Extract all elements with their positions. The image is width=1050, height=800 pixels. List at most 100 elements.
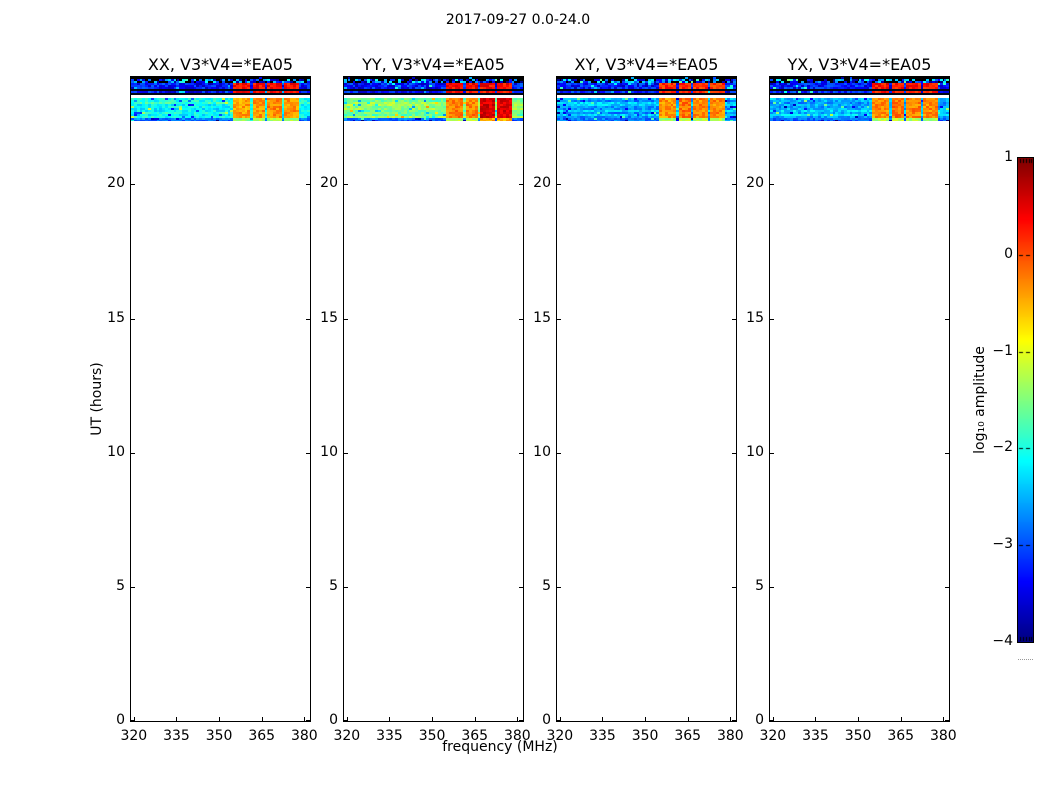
x-tick-top — [134, 77, 135, 81]
y-tick-right — [519, 587, 523, 588]
x-tick-bottom — [858, 717, 859, 721]
x-tick-top — [347, 77, 348, 81]
y-tick-left — [344, 587, 348, 588]
y-tick-left — [344, 453, 348, 454]
x-tick-label: 380 — [503, 728, 531, 744]
x-tick-label: 365 — [674, 728, 702, 744]
y-tick-right — [519, 453, 523, 454]
x-tick-top — [815, 77, 816, 81]
x-tick-bottom — [943, 717, 944, 721]
x-tick-label: 320 — [759, 728, 787, 744]
y-tick-label: 10 — [533, 443, 551, 460]
figure-title: 2017-09-27 0.0-24.0 — [445, 12, 591, 28]
y-tick-right — [945, 184, 949, 185]
x-tick-top — [688, 77, 689, 81]
y-tick-label: 20 — [746, 175, 764, 192]
x-tick-top — [262, 77, 263, 81]
y-tick-right — [945, 587, 949, 588]
panel-xy — [556, 76, 737, 722]
panel-title-xy: XY, V3*V4=*EA05 — [574, 55, 719, 74]
colorbar-label: log₁₀ amplitude — [972, 346, 988, 454]
x-tick-top — [645, 77, 646, 81]
y-tick-right — [306, 720, 310, 721]
y-tick-right — [306, 319, 310, 320]
y-tick-label: 5 — [542, 577, 551, 594]
y-tick-left — [770, 184, 774, 185]
x-tick-top — [858, 77, 859, 81]
x-tick-bottom — [432, 717, 433, 721]
x-tick-bottom — [134, 717, 135, 721]
x-tick-bottom — [219, 717, 220, 721]
x-tick-bottom — [901, 717, 902, 721]
y-tick-left — [557, 184, 561, 185]
x-tick-bottom — [773, 717, 774, 721]
y-tick-right — [732, 587, 736, 588]
spectrogram-canvas-xy — [557, 77, 736, 721]
y-tick-label: 10 — [107, 443, 125, 460]
x-tick-label: 350 — [631, 728, 659, 744]
panel-yy — [343, 76, 524, 722]
colorbar-tick-label: −3 — [992, 536, 1013, 553]
colorbar-tick-label: −2 — [992, 439, 1013, 456]
x-tick-top — [943, 77, 944, 81]
y-tick-left — [131, 587, 135, 588]
x-tick-label: 335 — [376, 728, 403, 744]
x-tick-label: 380 — [716, 728, 744, 744]
x-tick-top — [432, 77, 433, 81]
y-tick-left — [557, 720, 561, 721]
y-tick-label: 15 — [746, 309, 764, 326]
x-tick-label: 380 — [929, 728, 957, 744]
x-tick-top — [730, 77, 731, 81]
x-tick-top — [389, 77, 390, 81]
x-tick-bottom — [602, 717, 603, 721]
x-tick-label: 320 — [333, 728, 361, 744]
y-tick-right — [519, 319, 523, 320]
colorbar-tick-label: 1 — [1004, 149, 1013, 165]
x-tick-top — [176, 77, 177, 81]
y-tick-label: 10 — [320, 443, 338, 460]
y-axis-label: UT (hours) — [89, 362, 105, 436]
y-tick-left — [770, 720, 774, 721]
y-tick-label: 5 — [116, 577, 125, 594]
y-tick-label: 15 — [107, 309, 125, 326]
colorbar-tick-label: −4 — [992, 633, 1013, 649]
y-tick-label: 0 — [329, 712, 338, 728]
x-tick-label: 335 — [589, 728, 616, 744]
x-tick-label: 320 — [120, 728, 148, 744]
x-tick-bottom — [560, 717, 561, 721]
x-tick-label: 335 — [163, 728, 190, 744]
y-tick-left — [131, 319, 135, 320]
x-tick-label: 320 — [546, 728, 574, 744]
y-tick-label: 0 — [755, 712, 764, 728]
y-tick-right — [519, 720, 523, 721]
y-tick-right — [945, 720, 949, 721]
colorbar-tick-label: −1 — [992, 342, 1013, 359]
x-tick-bottom — [730, 717, 731, 721]
y-tick-left — [131, 453, 135, 454]
spectrogram-canvas-xx — [131, 77, 310, 721]
y-tick-label: 15 — [533, 309, 551, 326]
y-tick-label: 0 — [116, 712, 125, 728]
x-tick-label: 350 — [205, 728, 233, 744]
y-tick-label: 10 — [746, 443, 764, 460]
y-tick-label: 5 — [329, 577, 338, 594]
y-tick-right — [945, 319, 949, 320]
y-tick-left — [557, 453, 561, 454]
y-tick-label: 0 — [542, 712, 551, 728]
panel-xx — [130, 76, 311, 722]
x-tick-bottom — [475, 717, 476, 721]
x-tick-top — [219, 77, 220, 81]
colorbar-extend-dots — [1018, 659, 1033, 660]
y-tick-left — [770, 319, 774, 320]
y-tick-right — [732, 720, 736, 721]
x-tick-bottom — [347, 717, 348, 721]
x-tick-top — [475, 77, 476, 81]
y-tick-right — [519, 184, 523, 185]
x-tick-top — [602, 77, 603, 81]
y-tick-left — [557, 319, 561, 320]
x-tick-bottom — [304, 717, 305, 721]
panel-title-xx: XX, V3*V4=*EA05 — [147, 55, 294, 74]
x-tick-top — [517, 77, 518, 81]
x-tick-bottom — [688, 717, 689, 721]
